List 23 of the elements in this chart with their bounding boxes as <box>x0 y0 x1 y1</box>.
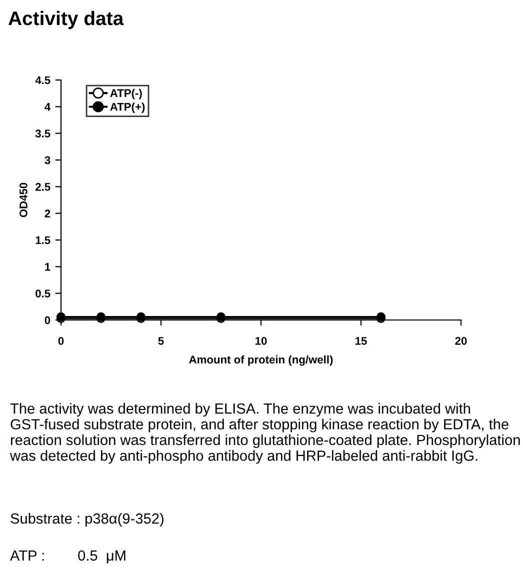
text: Substrate : p38α(9-352) <box>10 513 164 527</box>
legend-label: ATP(+) <box>110 102 145 113</box>
y-tick-label: 2.5 <box>36 182 50 191</box>
legend-label: ATP(-) <box>110 88 142 100</box>
y-axis-title: OD450 <box>20 182 28 218</box>
chart-title: Activity data <box>8 10 124 30</box>
y-tick-label: 3 <box>44 156 50 164</box>
y-tick-label: 1.5 <box>36 236 50 244</box>
x-tick-label: 15 <box>356 337 367 345</box>
y-tick-label: 0.5 <box>36 290 50 298</box>
y-tick-label: 1 <box>45 263 50 271</box>
y-tick-label: 3.5 <box>35 130 50 138</box>
x-tick-label: 10 <box>256 336 267 345</box>
text: The activity was determined by ELISA. The enzyme was incubated with GST-fused substrate protein, and after stopping kinase reaction by EDTA, the reaction solution was transferred into glutathione-coated plate. Phosphorylation was detected by anti-phospho antibody and HRP-labeled anti-rabbit IgG. <box>10 403 520 464</box>
y-tick-label: 4 <box>44 103 51 111</box>
x-tick-label: 20 <box>455 336 467 345</box>
text: ATP : 0.5 μM <box>10 550 126 564</box>
y-tick-label: 2 <box>44 210 50 218</box>
y-tick-label: 4.5 <box>35 76 50 84</box>
x-axis-title: Amount of protein (ng/well) <box>189 355 333 366</box>
x-tick-label: 5 <box>158 337 164 345</box>
x-tick-label: 0 <box>58 336 64 345</box>
y-tick-label: 0 <box>44 316 50 324</box>
